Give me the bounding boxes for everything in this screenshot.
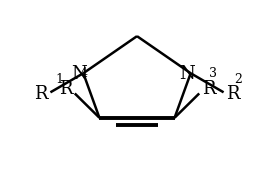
Text: N: N (72, 65, 87, 83)
Text: 2: 2 (234, 73, 242, 86)
Text: 3: 3 (209, 67, 217, 80)
Text: R: R (202, 80, 215, 98)
Text: R: R (34, 85, 48, 103)
Text: 1: 1 (55, 73, 63, 86)
Text: N: N (179, 65, 195, 83)
Text: 4: 4 (80, 67, 88, 80)
Text: R: R (226, 85, 240, 103)
Text: R: R (59, 80, 72, 98)
